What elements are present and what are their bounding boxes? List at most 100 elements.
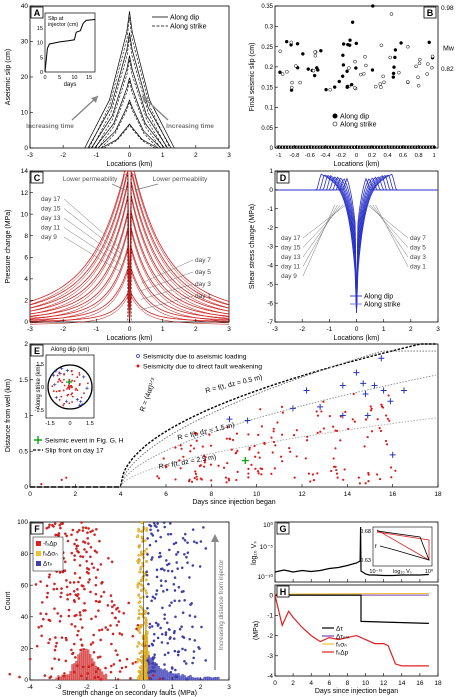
point-shear-stress xyxy=(176,653,180,657)
day-label: day 15 xyxy=(41,206,61,213)
point-pore-pressure xyxy=(89,555,92,559)
seismic-event-aseismic xyxy=(360,380,367,387)
panel-letter: G xyxy=(279,524,286,534)
point-shear-stress xyxy=(186,561,189,565)
point-pore-pressure xyxy=(43,674,47,677)
seismic-event-weakening xyxy=(222,466,226,469)
point-shear-stress xyxy=(163,525,166,529)
histogram-bar-pore-pressure xyxy=(81,648,84,681)
point-shear-stress xyxy=(169,670,173,674)
point-pore-pressure xyxy=(8,672,12,676)
point-normal-stress xyxy=(141,654,145,658)
y-tick-label: 0 xyxy=(269,187,273,194)
point-pore-pressure xyxy=(129,677,132,680)
seismic-event-weakening xyxy=(358,482,361,485)
data-point xyxy=(406,44,410,49)
point-pore-pressure xyxy=(40,624,43,628)
seismic-event-weakening xyxy=(259,408,262,411)
data-point xyxy=(392,65,396,69)
point-pore-pressure xyxy=(18,675,21,679)
data-point xyxy=(388,55,392,60)
point-normal-stress xyxy=(140,606,144,610)
panel-d: -3 -2 -1 0 1 2 3 1 0 -1 -2 -3 -4 -5 -6 -7 Locations (km)… xyxy=(249,168,440,342)
point-pore-pressure xyxy=(83,541,87,544)
legend-label-aseismic: Seismicity due to aseismic loading xyxy=(143,354,247,361)
point-pore-pressure xyxy=(91,663,94,667)
y-tick-label: 10 xyxy=(21,110,29,117)
data-point xyxy=(340,74,345,78)
x-tick-label: 3 xyxy=(227,326,231,333)
y-tick-label: 20 xyxy=(21,74,29,81)
seismic-event-weakening xyxy=(250,463,253,466)
point-pore-pressure xyxy=(73,558,76,562)
x-tick-label: 18 xyxy=(434,680,442,687)
point-shear-stress xyxy=(163,663,166,666)
point-shear-stress xyxy=(173,589,177,592)
inset-event-aseismic xyxy=(53,383,57,387)
seismic-event-weakening xyxy=(367,471,370,475)
x-tick-label: 10 xyxy=(362,680,370,687)
slip-profile-along-strike xyxy=(97,80,162,149)
seismic-event-weakening xyxy=(192,447,196,450)
point-normal-stress xyxy=(145,559,149,563)
inset-event-weakening xyxy=(70,369,73,372)
point-shear-stress xyxy=(148,626,152,629)
point-shear-stress xyxy=(174,675,177,679)
point-pore-pressure xyxy=(39,612,42,615)
seismic-event-weakening xyxy=(260,425,263,428)
data-point xyxy=(391,75,396,79)
point-pore-pressure xyxy=(72,581,76,584)
seismic-event-aseismic xyxy=(339,382,346,389)
histogram-bar-shear-stress xyxy=(197,677,200,681)
point-shear-stress xyxy=(175,553,178,556)
inset-event-weakening xyxy=(63,402,66,405)
annotation-lower-permeability: Lower permeability xyxy=(153,176,208,183)
seismic-event-weakening xyxy=(157,477,161,480)
legend-label-along-dip: Along dip xyxy=(170,15,199,22)
data-point xyxy=(280,72,285,76)
point-pore-pressure xyxy=(47,641,50,645)
point-shear-stress xyxy=(168,604,171,607)
point-pore-pressure xyxy=(46,591,49,595)
point-pore-pressure xyxy=(97,600,101,604)
data-point xyxy=(389,12,394,16)
y-tick-label: 0 xyxy=(269,592,273,599)
point-shear-stress xyxy=(174,668,177,672)
point-pore-pressure xyxy=(76,593,80,596)
point-pore-pressure xyxy=(72,642,76,646)
inset-event-weakening xyxy=(62,404,65,407)
point-pore-pressure xyxy=(83,601,86,605)
point-pore-pressure xyxy=(82,648,86,651)
point-pore-pressure xyxy=(72,670,76,674)
seismic-event-weakening xyxy=(270,436,273,439)
seismic-event-weakening xyxy=(195,478,199,481)
inset-event-weakening xyxy=(71,373,74,376)
seismic-event-weakening xyxy=(295,429,298,432)
point-normal-stress xyxy=(137,594,141,598)
x-tick-label: 2 xyxy=(194,152,198,159)
point-pore-pressure xyxy=(64,659,68,663)
point-shear-stress xyxy=(177,650,181,653)
point-normal-stress xyxy=(141,540,144,543)
point-pore-pressure xyxy=(81,529,85,532)
point-shear-stress xyxy=(163,613,166,616)
data-point xyxy=(316,68,320,72)
point-pore-pressure xyxy=(92,566,95,570)
point-shear-stress xyxy=(163,617,166,621)
point-pore-pressure xyxy=(56,612,59,615)
point-shear-stress xyxy=(165,621,169,625)
seismic-event-weakening xyxy=(363,445,366,448)
data-point xyxy=(278,49,282,54)
data-point xyxy=(290,80,294,85)
point-shear-stress xyxy=(160,584,163,588)
point-shear-stress xyxy=(155,568,159,572)
x-tick-label: 1 xyxy=(382,326,386,333)
point-pore-pressure xyxy=(106,604,110,607)
panel-letter-box xyxy=(30,344,44,357)
seismic-event-weakening xyxy=(271,451,274,454)
point-pore-pressure xyxy=(99,595,103,598)
inset-x-tick-label: 10⁰ xyxy=(425,568,434,575)
inset-event-weakening xyxy=(86,382,89,385)
data-point xyxy=(346,42,350,47)
